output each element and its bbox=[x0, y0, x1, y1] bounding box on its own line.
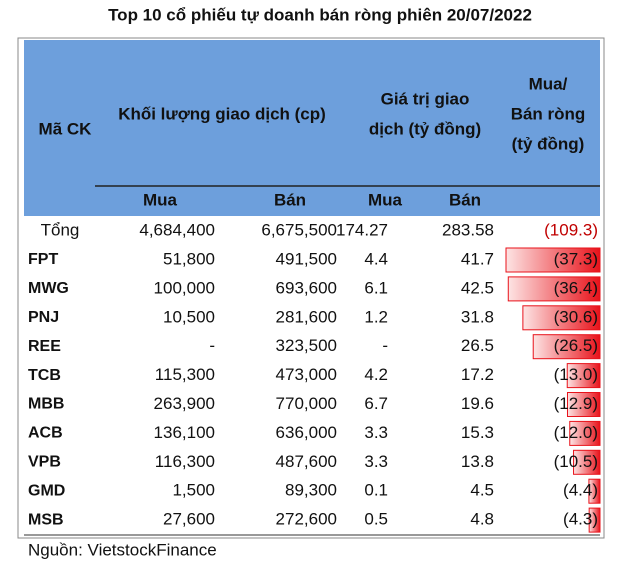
cell: 42.5 bbox=[461, 278, 494, 297]
ticker: PNJ bbox=[28, 309, 59, 326]
cell: 1.2 bbox=[364, 307, 388, 326]
cell: 281,600 bbox=[276, 307, 337, 326]
ticker: FPT bbox=[28, 251, 58, 268]
net-bar bbox=[573, 449, 601, 475]
cell: 693,600 bbox=[276, 278, 337, 297]
cell: 4.2 bbox=[364, 365, 388, 384]
net-label: (10.5) bbox=[554, 452, 598, 471]
net-bar bbox=[588, 478, 601, 504]
cell: 636,000 bbox=[276, 423, 337, 442]
source: Nguồn: VietstockFinance bbox=[28, 540, 217, 559]
total-label: Tổng bbox=[41, 220, 80, 239]
header-net: (tỷ đồng) bbox=[512, 134, 585, 153]
ticker: TCB bbox=[28, 367, 61, 384]
cell: 4.5 bbox=[470, 481, 494, 500]
cell: 487,600 bbox=[276, 452, 337, 471]
net-bar bbox=[507, 276, 601, 302]
subheader: Bán bbox=[449, 190, 481, 209]
cell: 26.5 bbox=[461, 336, 494, 355]
net-label: (4.4) bbox=[563, 481, 598, 500]
header-bg bbox=[24, 40, 600, 216]
net-bar bbox=[522, 305, 601, 331]
net-bar bbox=[566, 392, 601, 417]
cell: 473,000 bbox=[276, 365, 337, 384]
cell: 6.1 bbox=[364, 278, 388, 297]
cell: 0.5 bbox=[364, 510, 388, 529]
cell: 15.3 bbox=[461, 423, 494, 442]
cell: 31.8 bbox=[461, 307, 494, 326]
net-label: (109.3) bbox=[544, 220, 598, 239]
header-net: Mua/ bbox=[529, 74, 568, 93]
cell: 115,300 bbox=[155, 365, 215, 384]
cell: 10,500 bbox=[163, 307, 215, 326]
net-label: (4.3) bbox=[563, 510, 598, 529]
ticker: ACB bbox=[28, 425, 63, 442]
ticker: MBB bbox=[28, 396, 64, 413]
cell: 100,000 bbox=[154, 278, 215, 297]
cell: 6,675,500 bbox=[261, 220, 337, 239]
header-value: Giá trị giao bbox=[381, 89, 470, 108]
subheader: Mua bbox=[368, 190, 403, 209]
net-bar bbox=[505, 247, 601, 273]
cell: 323,500 bbox=[276, 336, 337, 355]
cell: 283.58 bbox=[442, 220, 494, 239]
net-bar bbox=[566, 363, 601, 389]
cell: 51,800 bbox=[163, 249, 215, 268]
cell: 4.4 bbox=[364, 249, 388, 268]
ticker: MSB bbox=[28, 511, 64, 528]
cell: 19.6 bbox=[461, 394, 494, 413]
cell: 1,500 bbox=[172, 481, 215, 500]
header-volume: Khối lượng giao dịch (cp) bbox=[118, 104, 326, 123]
cell: 3.3 bbox=[364, 423, 388, 442]
net-label: (12.0) bbox=[554, 423, 598, 442]
net-label: (12.9) bbox=[554, 394, 598, 413]
cell: 4,684,400 bbox=[139, 220, 215, 239]
cell: 3.3 bbox=[364, 452, 388, 471]
net-bar bbox=[588, 507, 601, 533]
net-label: (30.6) bbox=[554, 307, 598, 326]
cell: 136,100 bbox=[154, 423, 215, 442]
cell: 13.8 bbox=[461, 452, 494, 471]
net-bar bbox=[569, 420, 601, 446]
net-label: (37.3) bbox=[554, 249, 598, 268]
cell: 272,600 bbox=[276, 510, 337, 529]
cell: 116,300 bbox=[155, 452, 215, 471]
title: Top 10 cổ phiếu tự doanh bán ròng phiên … bbox=[108, 5, 532, 24]
cell: 0.1 bbox=[364, 481, 388, 500]
subheader: Mua bbox=[143, 190, 178, 209]
net-bar bbox=[532, 334, 601, 360]
subheader: Bán bbox=[274, 190, 306, 209]
cell: 27,600 bbox=[163, 510, 215, 529]
header-value: dịch (tỷ đồng) bbox=[369, 119, 481, 138]
cell: - bbox=[382, 336, 388, 355]
cell: 263,900 bbox=[154, 394, 215, 413]
cell: - bbox=[209, 336, 215, 355]
net-label: (36.4) bbox=[554, 278, 598, 297]
header-code: Mã CK bbox=[39, 119, 93, 138]
ticker: REE bbox=[28, 338, 61, 355]
cell: 89,300 bbox=[285, 481, 337, 500]
cell: 17.2 bbox=[461, 365, 494, 384]
cell: 174.27 bbox=[336, 220, 388, 239]
cell: 41.7 bbox=[461, 249, 494, 268]
cell: 491,500 bbox=[276, 249, 337, 268]
frame bbox=[17, 37, 605, 539]
ticker: GMD bbox=[28, 482, 65, 499]
net-label: (26.5) bbox=[554, 336, 598, 355]
cell: 770,000 bbox=[276, 394, 337, 413]
ticker: MWG bbox=[28, 280, 69, 297]
cell: 6.7 bbox=[364, 394, 388, 413]
cell: 4.8 bbox=[470, 510, 494, 529]
ticker: VPB bbox=[28, 454, 61, 471]
header-net: Bán ròng bbox=[511, 104, 586, 123]
net-label: (13.0) bbox=[554, 365, 598, 384]
